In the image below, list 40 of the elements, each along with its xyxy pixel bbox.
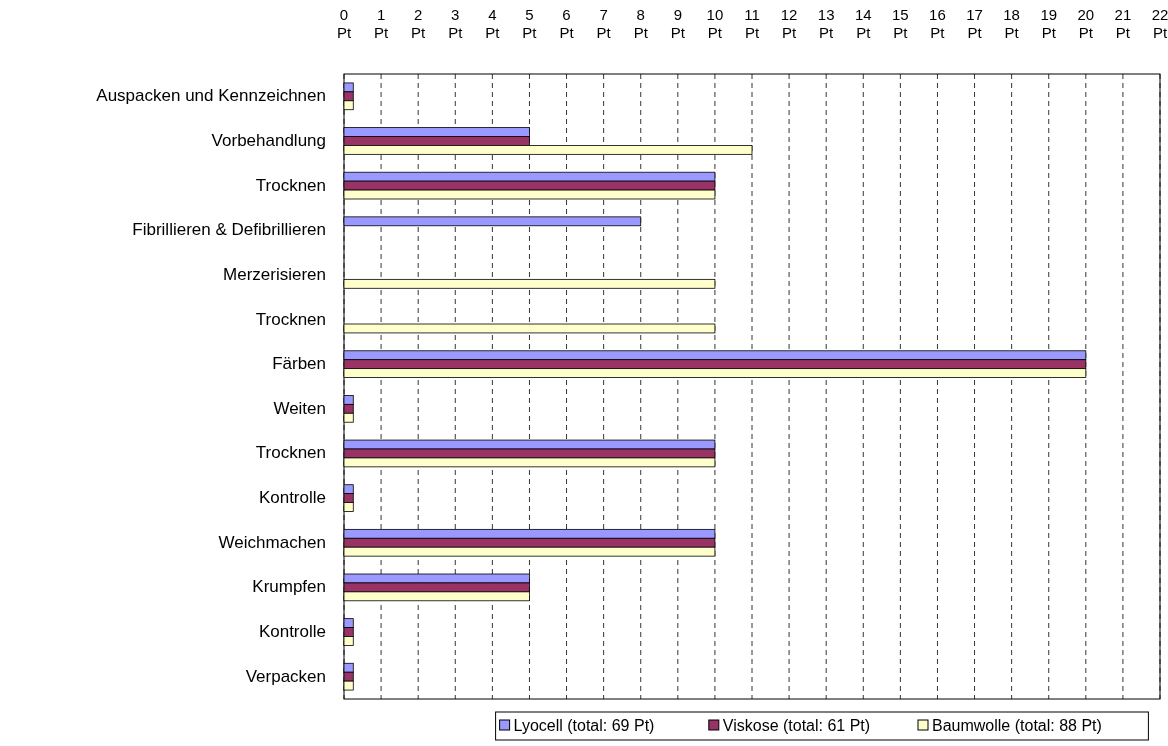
y-tick-label: Weiten xyxy=(273,398,326,418)
y-tick-label: Trocknen xyxy=(255,443,326,463)
x-tick-label: 4 Pt xyxy=(485,6,501,41)
x-tick-label: 20 Pt xyxy=(1077,6,1095,41)
legend-label: Viskose (total: 61 Pt) xyxy=(722,717,871,734)
y-tick-label: Kontrolle xyxy=(258,622,326,642)
x-tick-label: 14 Pt xyxy=(854,6,872,41)
y-tick-label: Trocknen xyxy=(255,175,326,195)
y-tick-label: Färben xyxy=(272,354,326,374)
x-tick-label: 13 Pt xyxy=(817,6,835,41)
x-tick-label: 22 Pt xyxy=(1151,6,1168,41)
legend-label: Lyocell (total: 69 Pt) xyxy=(513,717,655,734)
y-tick-label: Kontrolle xyxy=(258,488,326,508)
x-tick-label: 8 Pt xyxy=(633,6,649,41)
legend-label: Baumwolle (total: 88 Pt) xyxy=(932,717,1102,734)
x-tick-label: 10 Pt xyxy=(706,6,724,41)
y-tick-label: Weichmachen xyxy=(218,532,326,552)
x-tick-label: 7 Pt xyxy=(596,6,612,41)
y-tick-label: Merzerisieren xyxy=(223,264,326,284)
x-tick-label: 18 Pt xyxy=(1003,6,1020,41)
x-tick-label: 9 Pt xyxy=(670,6,686,41)
y-tick-label: Auspacken und Kennzeichnen xyxy=(96,86,326,106)
x-tick-label: 16 Pt xyxy=(929,6,946,41)
x-tick-label: 15 Pt xyxy=(892,6,909,41)
y-tick-label: Verpacken xyxy=(245,666,326,686)
x-tick-label: 0 Pt xyxy=(336,6,352,41)
x-tick-label: 21 Pt xyxy=(1114,6,1132,41)
x-tick-label: 11 Pt xyxy=(744,6,760,41)
x-tick-label: 5 Pt xyxy=(522,6,538,41)
y-tick-label: Vorbehandlung xyxy=(211,130,326,150)
y-tick-label: Krumpfen xyxy=(252,577,326,597)
x-tick-label: 19 Pt xyxy=(1040,6,1058,41)
x-tick-label: 1 Pt xyxy=(374,6,389,41)
x-tick-label: 12 Pt xyxy=(780,6,798,41)
x-tick-label: 3 Pt xyxy=(448,6,464,41)
y-tick-label: Fibrillieren & Defibrillieren xyxy=(132,220,326,240)
y-tick-label: Trocknen xyxy=(255,309,326,329)
x-tick-label: 6 Pt xyxy=(559,6,575,41)
x-tick-label: 2 Pt xyxy=(411,6,427,41)
x-tick-label: 17 Pt xyxy=(966,6,983,41)
